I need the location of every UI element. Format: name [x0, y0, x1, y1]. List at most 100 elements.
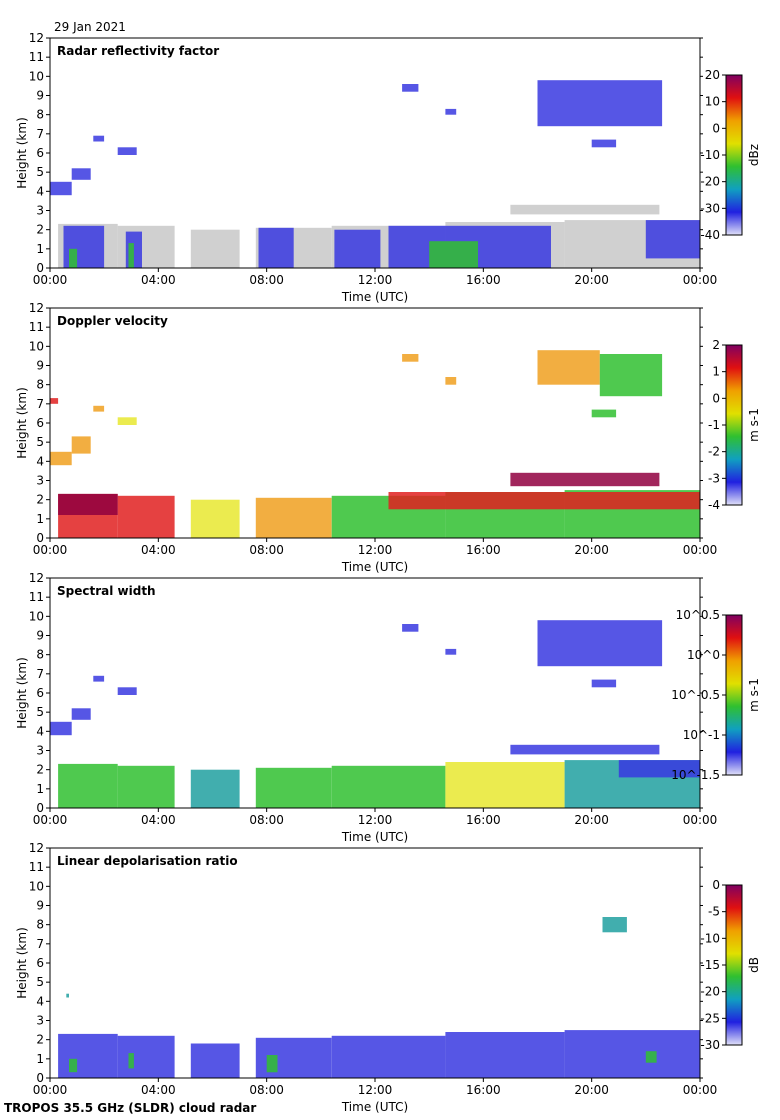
y-axis-label: Height (km): [15, 657, 29, 728]
cloud-cell: [258, 227, 294, 269]
colorbar-tick-label: -3: [708, 471, 720, 485]
x-axis-label: Time (UTC): [341, 830, 408, 844]
cloud-cell: [510, 744, 660, 755]
colorbar-tick-label: -15: [700, 958, 720, 972]
x-tick-label: 04:00: [141, 273, 176, 287]
y-tick-label: 10: [29, 69, 44, 83]
y-tick-label: 5: [36, 165, 44, 179]
y-tick-label: 11: [29, 50, 44, 64]
y-tick-label: 11: [29, 860, 44, 874]
cloud-cell: [402, 624, 419, 632]
y-tick-label: 11: [29, 320, 44, 334]
colorbar-tick-label: 10: [705, 95, 720, 109]
colorbar-tick-label: -30: [700, 201, 720, 215]
cloud-cell: [190, 769, 240, 808]
y-tick-label: 6: [36, 146, 44, 160]
x-axis-label: Time (UTC): [341, 1100, 408, 1114]
y-tick-label: 8: [36, 648, 44, 662]
y-tick-label: 8: [36, 108, 44, 122]
colorbar-tick-label: 10^0: [687, 648, 720, 662]
y-tick-label: 7: [36, 667, 44, 681]
x-tick-label: 00:00: [33, 273, 68, 287]
x-tick-label: 00:00: [683, 813, 718, 827]
cloud-cell: [591, 139, 617, 148]
cloud-cell: [69, 248, 78, 268]
y-tick-label: 12: [29, 841, 44, 855]
x-tick-label: 16:00: [466, 813, 501, 827]
y-tick-label: 0: [36, 261, 44, 275]
y-axis-label: Height (km): [15, 117, 29, 188]
y-tick-label: 10: [29, 339, 44, 353]
colorbar-tick-label: -20: [700, 985, 720, 999]
colorbar-tick-label: -40: [700, 228, 720, 242]
y-tick-label: 1: [36, 782, 44, 796]
y-axis-label: Height (km): [15, 927, 29, 998]
x-tick-label: 08:00: [249, 1083, 284, 1097]
y-tick-label: 6: [36, 956, 44, 970]
cloud-cell: [537, 350, 600, 385]
y-tick-label: 9: [36, 629, 44, 643]
cloud-cell: [445, 648, 457, 655]
colorbar-label: m s-1: [747, 678, 761, 712]
cloud-cell: [50, 721, 72, 736]
y-tick-label: 7: [36, 397, 44, 411]
panel-title: Linear depolarisation ratio: [57, 854, 238, 868]
y-tick-label: 9: [36, 359, 44, 373]
colorbar: [725, 614, 743, 776]
cloud-cell: [645, 220, 700, 259]
colorbar-tick-label: 1: [712, 365, 720, 379]
x-tick-label: 00:00: [683, 543, 718, 557]
footer-caption: TROPOS 35.5 GHz (SLDR) cloud radar: [4, 1101, 257, 1115]
cloud-cell: [402, 354, 419, 362]
y-tick-label: 12: [29, 31, 44, 45]
y-tick-label: 12: [29, 571, 44, 585]
cloud-cell: [117, 147, 137, 155]
cloud-cell: [50, 181, 72, 196]
colorbar-tick-label: -10: [700, 148, 720, 162]
colorbar-label: dBz: [747, 144, 761, 166]
x-tick-label: 16:00: [466, 1083, 501, 1097]
cloud-cell: [117, 687, 137, 695]
x-tick-label: 08:00: [249, 543, 284, 557]
colorbar-tick-label: -10: [700, 931, 720, 945]
cloud-cell: [255, 767, 332, 809]
y-tick-label: 10: [29, 609, 44, 623]
y-tick-label: 7: [36, 937, 44, 951]
cloud-cell: [93, 675, 105, 682]
date-label: 29 Jan 2021: [54, 20, 126, 34]
y-axis-label: Height (km): [15, 387, 29, 458]
cloud-cell: [50, 398, 59, 404]
x-tick-label: 04:00: [141, 813, 176, 827]
cloud-cell: [618, 760, 701, 778]
cloud-cell: [402, 84, 419, 92]
y-tick-label: 3: [36, 744, 44, 758]
x-tick-label: 00:00: [683, 273, 718, 287]
colorbar-label: dB: [747, 957, 761, 973]
y-tick-label: 5: [36, 705, 44, 719]
cloud-cell: [510, 204, 660, 215]
x-tick-label: 00:00: [33, 813, 68, 827]
x-tick-label: 12:00: [358, 1083, 393, 1097]
x-tick-label: 20:00: [574, 543, 609, 557]
cloud-cell: [537, 80, 663, 127]
panel-title: Doppler velocity: [57, 314, 168, 328]
y-tick-label: 0: [36, 801, 44, 815]
cloud-cell: [334, 229, 381, 268]
cloud-cell: [445, 762, 565, 808]
y-tick-label: 1: [36, 242, 44, 256]
y-tick-label: 2: [36, 493, 44, 507]
y-tick-label: 11: [29, 590, 44, 604]
cloud-cell: [71, 168, 91, 180]
y-tick-label: 0: [36, 1071, 44, 1085]
x-tick-label: 20:00: [574, 273, 609, 287]
cloud-cell: [190, 1043, 240, 1078]
y-tick-label: 7: [36, 127, 44, 141]
cloud-cell: [266, 1055, 278, 1073]
x-tick-label: 20:00: [574, 1083, 609, 1097]
cloud-cell: [66, 993, 69, 998]
x-tick-label: 00:00: [33, 1083, 68, 1097]
colorbar-tick-label: -5: [708, 905, 720, 919]
